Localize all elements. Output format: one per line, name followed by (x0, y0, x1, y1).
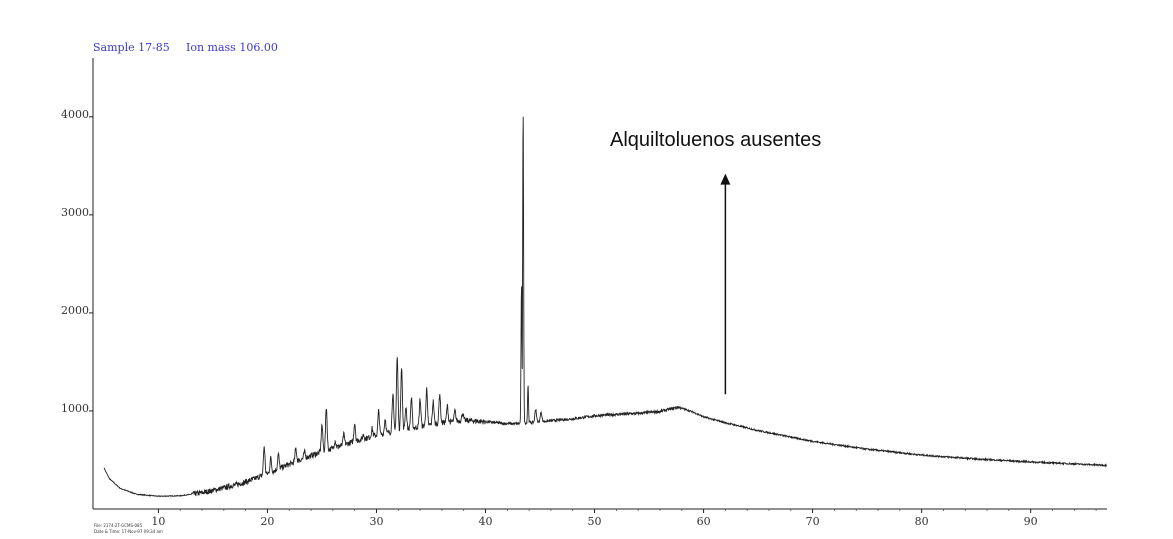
x-tick-label: 90 (1024, 515, 1038, 528)
annotation-label: Alquiltoluenos ausentes (610, 129, 821, 151)
y-tick-label: 3000 (61, 206, 89, 219)
x-tick-label: 80 (915, 515, 929, 528)
x-tick-label: 50 (588, 515, 602, 528)
y-tick-label: 4000 (61, 108, 89, 121)
chart-ticks: 10 20 30 40 50 60 70 80 90 1000 2000 3000 4000 (61, 108, 1097, 528)
chromatogram-trace (103, 116, 1107, 498)
x-tick-label: 30 (369, 515, 383, 528)
x-tick-label: 40 (479, 515, 493, 528)
chart-header-ion: Ion mass 106.00 (186, 41, 278, 54)
x-tick-label: 70 (806, 515, 820, 528)
annotation-arrow-head (720, 173, 731, 185)
footer-file-label: File: 2174-2T-GCMS-085 (94, 523, 143, 528)
chart-header-sample: Sample 17-85 (93, 41, 170, 54)
x-tick-label: 10 (151, 515, 165, 528)
y-tick-label: 2000 (61, 304, 89, 317)
x-tick-label: 60 (697, 515, 711, 528)
chart-series (103, 116, 1107, 498)
footer-date-label: Date & Time: 17-Nov-97 09:34 am (94, 529, 163, 534)
x-tick-label: 20 (260, 515, 274, 528)
chart-axes (92, 58, 1107, 510)
y-tick-label: 1000 (61, 402, 89, 415)
chart-annotation: Alquiltoluenos ausentes (610, 129, 821, 395)
